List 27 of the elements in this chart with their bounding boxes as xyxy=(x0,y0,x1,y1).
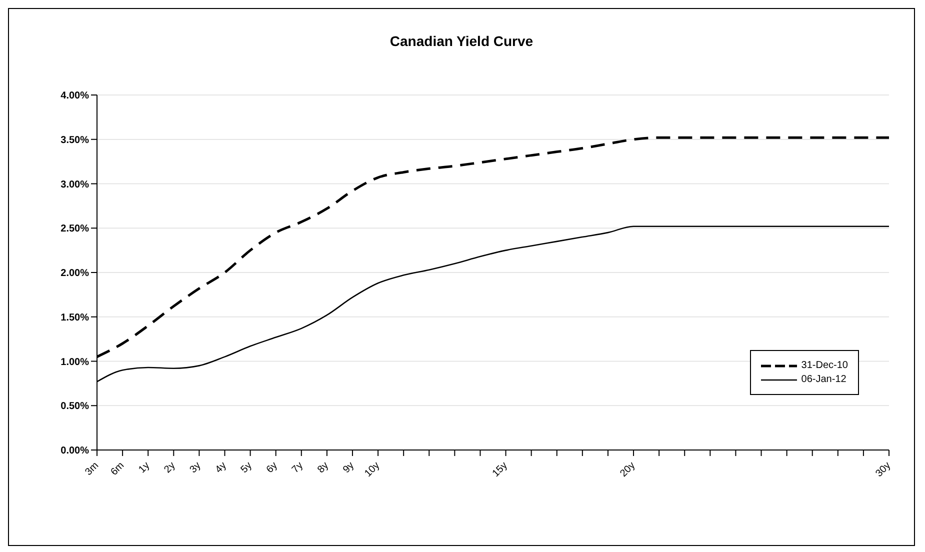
x-tick-label: 6m xyxy=(108,460,127,478)
x-tick-label: 5y xyxy=(239,460,254,476)
x-tick-label: 20y xyxy=(618,460,638,480)
y-tick-label: 2.00% xyxy=(60,268,90,280)
y-tick-label: 1.50% xyxy=(60,312,90,324)
x-tick-label: 3y xyxy=(188,460,204,476)
legend-label: 06-Jan-12 xyxy=(801,374,846,385)
y-tick-label: 3.00% xyxy=(60,179,90,190)
x-tick-label: 4y xyxy=(213,460,229,476)
x-tick-label: 9y xyxy=(341,460,356,476)
y-tick-label: 4.00% xyxy=(60,90,90,102)
x-tick-label: 7y xyxy=(290,460,306,476)
x-tick-label: 2y xyxy=(162,460,178,476)
x-tick-label: 30y xyxy=(874,460,893,480)
x-tick-label: 10y xyxy=(362,460,382,480)
x-tick-label: 6y xyxy=(264,460,280,476)
y-tick-label: 0.00% xyxy=(60,446,90,457)
x-tick-label: 8y xyxy=(316,460,331,476)
y-tick-label: 0.50% xyxy=(60,401,90,412)
x-tick-label: 3m xyxy=(83,460,101,478)
legend-label: 31-Dec-10 xyxy=(801,360,848,371)
x-tick-label: 15y xyxy=(490,460,510,480)
y-tick-label: 1.00% xyxy=(60,356,90,368)
y-tick-label: 3.50% xyxy=(60,134,90,146)
chart-title: Canadian Yield Curve xyxy=(388,32,534,49)
y-tick-label: 2.50% xyxy=(60,224,90,235)
x-tick-label: 1y xyxy=(136,460,152,476)
